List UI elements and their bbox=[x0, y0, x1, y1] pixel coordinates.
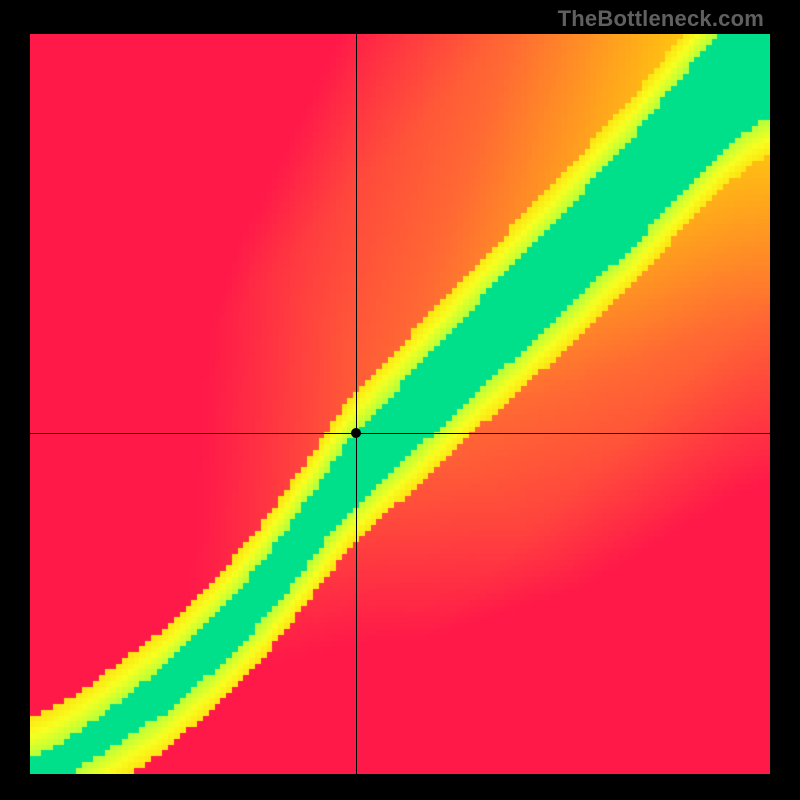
heatmap-canvas bbox=[30, 34, 770, 774]
heatmap-plot bbox=[30, 34, 770, 774]
crosshair-horizontal bbox=[30, 433, 770, 434]
watermark-label: TheBottleneck.com bbox=[558, 6, 764, 32]
crosshair-marker bbox=[351, 428, 361, 438]
crosshair-vertical bbox=[356, 34, 357, 774]
